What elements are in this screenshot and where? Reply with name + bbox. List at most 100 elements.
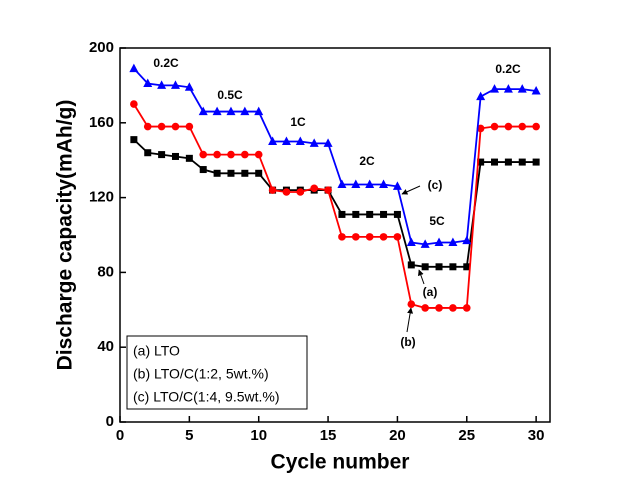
series-line: [133, 138, 537, 268]
point: [157, 80, 167, 89]
point: [198, 106, 208, 116]
point: [171, 122, 180, 131]
x-tick-label: 5: [185, 427, 193, 444]
point: [323, 138, 333, 147]
annotation: 2C: [359, 154, 375, 168]
point: [531, 86, 541, 95]
annotation: 0.2C: [153, 56, 179, 70]
annotation: 0.2C: [495, 62, 521, 76]
point: [158, 151, 166, 159]
point: [449, 263, 457, 271]
point: [392, 181, 402, 190]
x-tick-label: 20: [389, 427, 406, 444]
point: [491, 158, 499, 166]
point: [213, 150, 221, 159]
point: [393, 233, 402, 241]
y-tick-label: 0: [106, 413, 114, 430]
point: [185, 154, 193, 162]
point: [143, 78, 153, 88]
point: [282, 188, 291, 196]
point: [518, 122, 527, 131]
point: [421, 263, 429, 271]
point: [143, 122, 152, 131]
point: [365, 179, 375, 189]
point: [518, 158, 526, 166]
point: [504, 122, 513, 131]
point: [184, 82, 194, 91]
point: [268, 186, 277, 194]
point: [435, 263, 443, 271]
legend-label: (a) LTO: [133, 343, 180, 359]
point: [352, 233, 360, 241]
point: [351, 179, 361, 189]
plot-frame: [119, 47, 551, 423]
arrow: [401, 185, 421, 195]
y-axis-label: Discharge capacity(mAh/g): [54, 100, 77, 371]
y-tick-label: 120: [89, 189, 114, 206]
point: [406, 237, 416, 246]
point: [366, 210, 374, 218]
point: [130, 100, 138, 108]
point: [199, 150, 208, 159]
legend-label: (c) LTO/C(1:4, 9.5wt.%): [133, 389, 280, 405]
point: [420, 239, 430, 248]
point: [240, 106, 250, 116]
y-tick-label: 160: [89, 114, 114, 131]
point: [212, 106, 222, 116]
point: [129, 63, 139, 73]
point: [241, 150, 249, 159]
point: [144, 149, 152, 157]
point: [532, 158, 540, 166]
point: [185, 122, 194, 131]
y-tick-label: 40: [97, 338, 114, 355]
series-line: [133, 67, 537, 246]
point: [241, 169, 249, 177]
point: [365, 233, 374, 241]
point: [281, 136, 291, 145]
point: [463, 263, 471, 271]
point: [407, 300, 416, 308]
x-tick-label: 15: [320, 427, 337, 444]
point: [476, 124, 485, 133]
y-tick-label: 200: [89, 39, 114, 56]
x-tick-label: 10: [250, 427, 267, 444]
x-tick-label: 25: [458, 427, 475, 444]
point: [268, 136, 278, 145]
legend-label: (b) LTO/C(1:2, 5wt.%): [133, 366, 269, 382]
point: [380, 210, 388, 218]
point: [532, 122, 540, 131]
point: [338, 233, 346, 241]
annotation: 5C: [429, 214, 445, 228]
point: [448, 237, 458, 246]
point: [407, 261, 415, 269]
x-axis-label: Cycle number: [271, 451, 410, 474]
point: [434, 237, 444, 246]
point: [170, 80, 180, 89]
point: [199, 166, 207, 174]
arrow: [406, 307, 414, 333]
point: [338, 210, 346, 218]
point: [227, 169, 235, 177]
point: [254, 106, 264, 116]
point: [157, 122, 166, 131]
series-line: [133, 103, 537, 309]
point: [171, 152, 179, 160]
point: [490, 84, 500, 93]
point: [421, 304, 429, 312]
point: [213, 169, 221, 177]
x-tick-label: 30: [528, 427, 545, 444]
annotation: (a): [423, 285, 438, 299]
point: [309, 138, 319, 147]
point: [462, 304, 471, 312]
point: [295, 136, 305, 145]
annotation: (b): [400, 335, 415, 349]
point: [337, 179, 347, 189]
point: [477, 158, 485, 166]
y-tick-label: 80: [97, 263, 114, 280]
legend-box: [126, 335, 308, 410]
point: [393, 210, 401, 218]
point: [462, 235, 472, 245]
annotation: (c): [428, 178, 443, 192]
point: [227, 150, 235, 159]
